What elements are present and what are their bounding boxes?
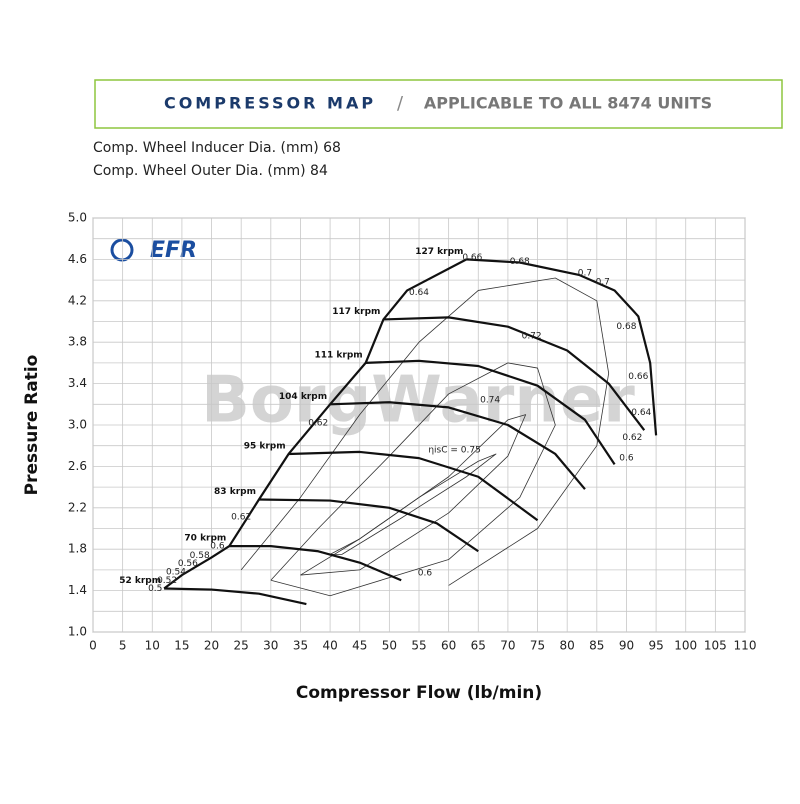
efficiency-label: 0.58 (190, 551, 210, 561)
efficiency-label: 0.5 (148, 584, 162, 594)
speed-label: 117 krpm (332, 307, 380, 317)
speed-line (258, 498, 479, 553)
efficiency-label: 0.74 (480, 396, 500, 406)
y-tick-label: 1.8 (68, 542, 87, 556)
y-tick-label: 2.6 (68, 459, 87, 473)
efficiency-label: 0.68 (510, 257, 530, 267)
efficiency-label: 0.64 (631, 408, 651, 418)
x-tick-label: 60 (441, 639, 456, 653)
y-tick-label: 4.2 (68, 293, 87, 307)
speed-line (466, 258, 658, 436)
x-tick-label: 20 (204, 639, 219, 653)
efficiency-label: 0.62 (308, 418, 328, 428)
x-tick-label: 75 (530, 639, 545, 653)
x-tick-label: 15 (174, 639, 189, 653)
x-tick-label: 95 (648, 639, 663, 653)
speed-line (288, 450, 539, 522)
logo-icon (110, 238, 134, 262)
x-tick-label: 10 (145, 639, 160, 653)
speed-label: 104 krpm (279, 392, 327, 402)
x-tick-label: 70 (500, 639, 515, 653)
efficiency-label: 0.64 (409, 288, 429, 298)
speed-line (365, 359, 616, 465)
efficiency-label: ηisC = 0.75 (428, 445, 480, 455)
y-tick-label: 3.4 (68, 376, 87, 390)
y-tick-label: 2.2 (68, 500, 87, 514)
speed-line (383, 316, 646, 431)
y-tick-label: 1.0 (68, 625, 87, 639)
y-tick-label: 1.4 (68, 583, 87, 597)
efficiency-label: 0.56 (178, 559, 198, 569)
speed-line (229, 544, 402, 582)
speed-label: 127 krpm (415, 247, 463, 257)
x-tick-label: 90 (619, 639, 634, 653)
x-tick-label: 80 (560, 639, 575, 653)
x-tick-label: 5 (119, 639, 127, 653)
efficiency-label: 0.66 (628, 372, 648, 382)
x-tick-label: 55 (411, 639, 426, 653)
speed-label: 70 krpm (184, 534, 226, 544)
speed-label: 52 krpm (119, 576, 161, 586)
speed-line (164, 587, 307, 606)
x-tick-label: 25 (234, 639, 249, 653)
efficiency-label: 0.52 (157, 576, 177, 586)
speed-label: 111 krpm (314, 350, 362, 360)
x-tick-label: 110 (734, 639, 757, 653)
efficiency-contour (270, 362, 556, 597)
x-tick-label: 105 (704, 639, 727, 653)
efficiency-label: 0.66 (462, 253, 482, 263)
x-tick-label: 85 (589, 639, 604, 653)
efficiency-contour (300, 414, 527, 576)
efficiency-label: 0.62 (231, 513, 251, 523)
efficiency-label: 0.7 (578, 268, 592, 278)
efficiency-label: 0.62 (622, 433, 642, 443)
efficiency-label: 0.68 (616, 322, 636, 332)
header-separator: / (397, 93, 404, 114)
x-tick-label: 0 (89, 639, 97, 653)
speed-line (330, 401, 586, 490)
efficiency-label: 0.72 (522, 331, 542, 341)
efficiency-label: 0.54 (166, 567, 186, 577)
header-box (94, 79, 783, 129)
y-tick-label: 3.8 (68, 335, 87, 349)
x-tick-label: 50 (382, 639, 397, 653)
x-tick-label: 35 (293, 639, 308, 653)
watermark: BorgWarner (201, 364, 635, 438)
efficiency-contour (240, 277, 610, 586)
x-tick-label: 30 (263, 639, 278, 653)
logo: EFR (150, 238, 197, 263)
x-axis-label: Compressor Flow (lb/min) (296, 683, 542, 703)
y-axis-label: Pressure Ratio (22, 355, 42, 496)
header-subtitle: APPLICABLE TO ALL 8474 UNITS (424, 94, 712, 113)
y-tick-label: 4.6 (68, 252, 87, 266)
efficiency-label: 0.6 (418, 569, 433, 579)
efficiency-label: 0.6 (210, 542, 225, 552)
x-tick-label: 45 (352, 639, 367, 653)
spec-line: Comp. Wheel Outer Dia. (mm) 84 (93, 163, 328, 179)
efficiency-label: 0.7 (596, 278, 610, 288)
speed-label: 95 krpm (244, 441, 286, 451)
x-tick-label: 40 (322, 639, 337, 653)
x-tick-label: 65 (471, 639, 486, 653)
x-tick-label: 100 (674, 639, 697, 653)
efficiency-label: 0.6 (619, 454, 634, 464)
spec-line: Comp. Wheel Inducer Dia. (mm) 68 (93, 140, 341, 156)
y-tick-label: 5.0 (68, 211, 87, 225)
header-title: COMPRESSOR MAP (164, 94, 376, 113)
y-tick-label: 3.0 (68, 418, 87, 432)
speed-label: 83 krpm (214, 487, 256, 497)
